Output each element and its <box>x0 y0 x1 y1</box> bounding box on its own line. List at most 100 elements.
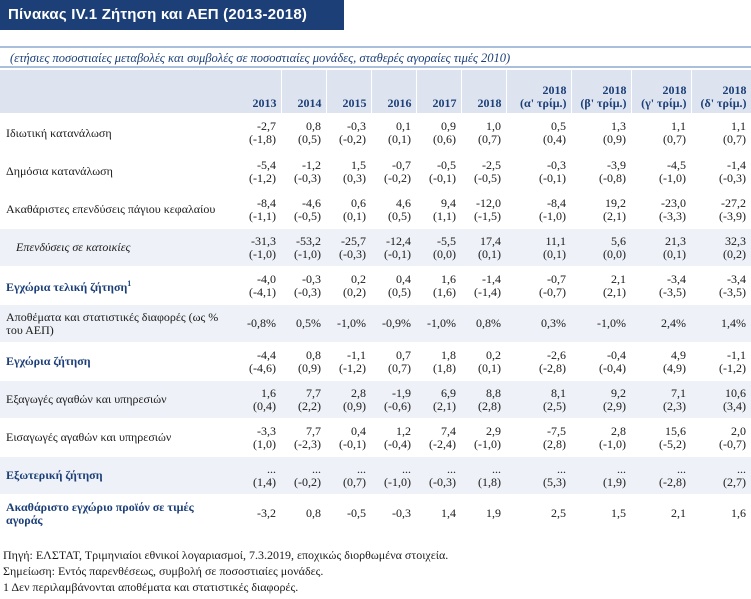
column-year: 2013 <box>252 96 277 110</box>
change-value: 17,4 <box>480 233 501 248</box>
contribution-value: (-0,1) <box>339 436 366 451</box>
change-value: 1,4 <box>441 506 456 521</box>
change-value: 15,6 <box>665 423 686 438</box>
contribution-value: (0,0) <box>603 246 626 261</box>
value-cell: -0,9% <box>371 304 416 343</box>
change-value: -1,0% <box>337 316 366 330</box>
row-label-text: Εγχώρια ζήτηση <box>6 354 91 368</box>
contribution-value: (2,8) <box>478 398 501 413</box>
value-cell: ... (5,3) <box>506 456 571 495</box>
change-value: 1,9 <box>486 506 501 521</box>
row-label: Ιδιωτική κατανάλωση <box>0 113 236 153</box>
value-cell: ... (0,7) <box>326 456 371 495</box>
value-cell: -31,3 (-1,0) <box>236 228 281 267</box>
contribution-value: (1,9) <box>603 474 626 489</box>
change-value: -4,5 <box>667 157 686 172</box>
footnote-marker: 1 <box>127 279 132 288</box>
contribution-value: (-1,0) <box>384 474 411 489</box>
change-value: -0,7 <box>392 157 411 172</box>
change-value: -3,4 <box>667 271 686 286</box>
value-cell: 0,5 (0,4) <box>506 113 571 153</box>
contribution-value: (0,7) <box>663 132 686 146</box>
contribution-value: (-0,7) <box>539 284 566 299</box>
contribution-value: (2,2) <box>298 398 321 413</box>
change-value: -4,6 <box>302 195 321 210</box>
value-cell: -4,6 (-0,5) <box>281 190 326 229</box>
value-cell: -1,9 (-0,6) <box>371 380 416 419</box>
contribution-value: (0,1) <box>343 208 366 223</box>
value-cell: -0,7 (-0,2) <box>371 152 416 191</box>
contribution-value: (0,7) <box>388 360 411 375</box>
row-label: Εξαγωγές αγαθών και υπηρεσιών <box>0 380 236 419</box>
contribution-value: (2,1) <box>603 208 626 223</box>
contribution-value: (2,9) <box>603 398 626 413</box>
value-cell: 4,6 (0,5) <box>371 190 416 229</box>
value-cell: 1,9 <box>461 494 506 533</box>
change-value: -0,3 <box>392 506 411 521</box>
contribution-value: (2,5) <box>543 398 566 413</box>
row-label-text: Εξαγωγές αγαθών και υπηρεσιών <box>6 392 167 406</box>
change-value: 0,4 <box>396 271 411 286</box>
row-label-text: Εισαγωγές αγαθών και υπηρεσιών <box>6 430 172 444</box>
value-cell: -1,1 (-1,2) <box>691 342 751 381</box>
contribution-value: (0,5) <box>298 132 321 146</box>
change-value: -0,5 <box>437 157 456 172</box>
change-value: -5,4 <box>257 157 276 172</box>
column-quarter: (γ' τρίμ.) <box>641 96 687 110</box>
value-cell: -0,3 (-0,2) <box>326 113 371 153</box>
column-year: 2018 <box>542 83 567 97</box>
change-value: 1,2 <box>396 423 411 438</box>
value-cell: ... (2,7) <box>691 456 751 495</box>
contribution-value: (0,2) <box>723 246 746 261</box>
contribution-value: (-1,2) <box>719 360 746 375</box>
value-cell: 0,5% <box>281 304 326 343</box>
contribution-value: (-0,3) <box>294 284 321 299</box>
row-label-text: Αποθέματα και στατιστικές διαφορές (ως %… <box>6 309 219 337</box>
contribution-value: (-0,5) <box>294 208 321 223</box>
change-value: -1,2 <box>302 157 321 172</box>
change-value: -3,2 <box>257 506 276 521</box>
change-value: 0,8 <box>306 347 321 362</box>
value-cell: ... (-0,2) <box>281 456 326 495</box>
value-cell: ... (1,9) <box>571 456 631 495</box>
change-value: 0,5% <box>296 316 321 330</box>
change-value: 10,6 <box>725 385 746 400</box>
table-row: Ακαθάριστο εγχώριο προϊόν σε τιμές αγορά… <box>0 494 751 533</box>
value-cell: -4,0 (-4,1) <box>236 266 281 305</box>
value-cell: -1,1 (-1,2) <box>326 342 371 381</box>
contribution-value: (1,4) <box>253 474 276 489</box>
value-cell: 2,8 (0,9) <box>326 380 371 419</box>
table-row: Εξωτερική ζήτηση... (1,4)... (-0,2)... (0,7… <box>0 456 751 495</box>
change-value: -0,8% <box>247 316 276 330</box>
contribution-value: (0,6) <box>433 132 456 146</box>
change-value: ... <box>267 461 276 476</box>
value-cell: -0,3 <box>371 494 416 533</box>
change-value: -1,4 <box>482 271 501 286</box>
contribution-value: (0,7) <box>478 132 501 146</box>
value-cell: 1,5 (0,3) <box>326 152 371 191</box>
value-cell: -8,4 (-1,0) <box>506 190 571 229</box>
value-cell: -2,6 (-2,8) <box>506 342 571 381</box>
row-label-text: Εγχώρια τελική ζήτηση <box>6 280 128 294</box>
change-value: 5,6 <box>611 233 626 248</box>
contribution-value: (1,0) <box>253 436 276 451</box>
contribution-value: (0,1) <box>388 132 411 146</box>
value-cell: 0,2 (0,1) <box>461 342 506 381</box>
note: Σημείωση: Εντός παρενθέσεως, συμβολή σε … <box>3 564 324 578</box>
contribution-value: (-5,2) <box>659 436 686 451</box>
value-cell: -1,0% <box>571 304 631 343</box>
contribution-value: (-3,5) <box>659 284 686 299</box>
value-cell: 0,2 (0,2) <box>326 266 371 305</box>
change-value: 1,0 <box>486 119 501 133</box>
value-cell: -3,4 (-3,5) <box>631 266 691 305</box>
value-cell: 2,4% <box>631 304 691 343</box>
contribution-value: (0,1) <box>663 246 686 261</box>
value-cell: 2,8 (-1,0) <box>571 418 631 457</box>
contribution-value: (-1,0) <box>249 246 276 261</box>
change-value: -2,7 <box>257 119 276 133</box>
value-cell: 2,1 <box>631 494 691 533</box>
value-cell: 19,2 (2,1) <box>571 190 631 229</box>
contribution-value: (0,1) <box>478 246 501 261</box>
row-label-text: Ιδιωτική κατανάλωση <box>6 125 112 140</box>
change-value: -1,9 <box>392 385 411 400</box>
